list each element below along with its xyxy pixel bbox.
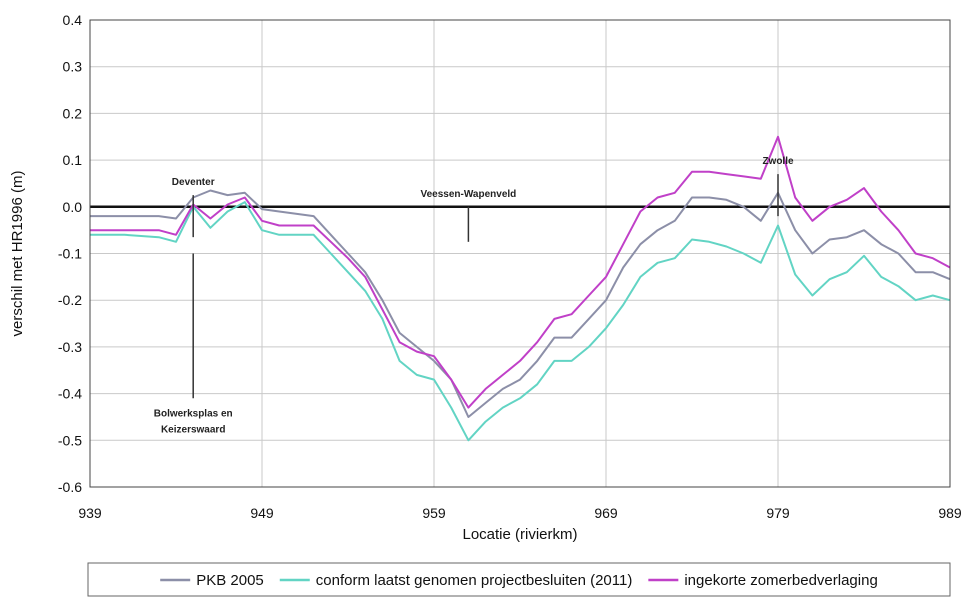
plot-area bbox=[89, 19, 951, 488]
annotation-label: Keizerswaard bbox=[161, 424, 225, 435]
annotations: Deventer Veessen-Wapenveld Zwolle Bolwerksp… bbox=[154, 156, 794, 435]
x-tick-label: 959 bbox=[422, 505, 446, 521]
legend-label: conform laatst genomen projectbesluiten … bbox=[316, 572, 633, 589]
x-tick-label: 939 bbox=[78, 505, 102, 521]
annotation-label: Deventer bbox=[172, 177, 215, 188]
y-axis-title: verschil met HR1996 (m) bbox=[9, 171, 26, 337]
y-tick-labels: -0.6 -0.5 -0.4 -0.3 -0.2 -0.1 0.0 0.1 0.2 0.3 0.4 bbox=[58, 12, 82, 495]
legend: PKB 2005 conform laatst genomen projectbe… bbox=[87, 562, 951, 597]
legend-label: PKB 2005 bbox=[196, 572, 264, 589]
series-line-2 bbox=[90, 201, 951, 442]
annotation-label: Veessen-Wapenveld bbox=[421, 189, 517, 200]
annotation-label: Bolwerksplas en bbox=[154, 408, 233, 419]
x-tick-labels: 939 949 959 969 979 989 bbox=[78, 505, 962, 521]
annotation-label: Zwolle bbox=[762, 156, 794, 167]
legend-box bbox=[87, 562, 951, 597]
x-tick-label: 949 bbox=[250, 505, 274, 521]
y-tick-label: 0.3 bbox=[63, 59, 83, 75]
y-tick-label: -0.3 bbox=[58, 339, 82, 355]
legend-label: ingekorte zomerbedverlaging bbox=[684, 572, 877, 589]
y-tick-label: 0.0 bbox=[63, 199, 83, 215]
y-tick-label: -0.5 bbox=[58, 432, 82, 448]
x-tick-label: 969 bbox=[594, 505, 618, 521]
series-line-3 bbox=[90, 135, 951, 409]
y-tick-label: 0.2 bbox=[63, 105, 83, 121]
y-tick-label: -0.6 bbox=[58, 479, 82, 495]
series-line-1 bbox=[90, 189, 951, 418]
y-tick-label: -0.1 bbox=[58, 246, 82, 262]
x-tick-label: 979 bbox=[766, 505, 790, 521]
y-tick-label: -0.2 bbox=[58, 292, 82, 308]
y-tick-label: 0.4 bbox=[63, 12, 83, 28]
x-axis-title: Locatie (rivierkm) bbox=[462, 526, 577, 543]
y-tick-label: 0.1 bbox=[63, 152, 83, 168]
y-tick-label: -0.4 bbox=[58, 386, 82, 402]
series-group bbox=[90, 135, 951, 442]
x-tick-label: 989 bbox=[938, 505, 962, 521]
